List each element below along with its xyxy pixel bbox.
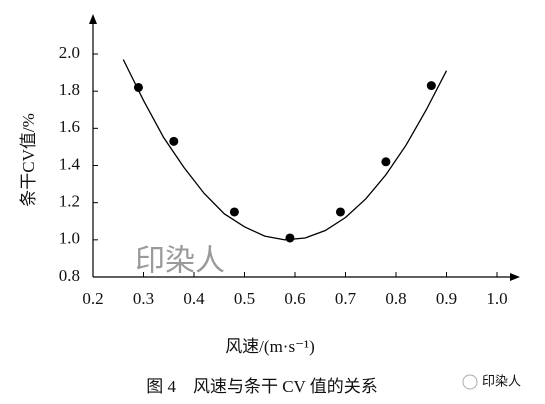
x-tick-label: 0.9: [436, 289, 457, 308]
x-axis-label: 风速/(m·s⁻¹): [225, 337, 315, 356]
x-tick-label: 0.7: [335, 289, 357, 308]
x-tick-label: 0.3: [133, 289, 154, 308]
data-point: [169, 136, 179, 146]
y-tick-label: 2.0: [59, 43, 80, 62]
y-tick-label: 1.4: [59, 154, 81, 173]
caption: 图 4 风速与条干 CV 值的关系: [146, 377, 378, 396]
y-tick-label: 1.2: [59, 192, 80, 211]
y-tick-label: 1.8: [59, 80, 80, 99]
watermark: 印染人: [135, 244, 225, 279]
data-point: [285, 233, 295, 243]
y-axis-label: 条干CV值/%: [19, 113, 38, 207]
x-tick-label: 0.6: [284, 289, 305, 308]
y-arrow: [89, 14, 97, 24]
data-point: [381, 157, 391, 167]
data-point: [229, 207, 239, 217]
logo-icon: [462, 374, 478, 390]
y-tick-label: 1.6: [59, 117, 80, 136]
y-tick-label: 0.8: [59, 266, 80, 285]
y-tick-label: 1.0: [59, 229, 80, 248]
logo-text: 印染人: [482, 375, 521, 390]
fit-curve: [122, 59, 448, 241]
data-point: [426, 81, 436, 91]
x-arrow: [510, 273, 520, 281]
x-tick-label: 1.0: [486, 289, 507, 308]
x-tick-label: 0.4: [183, 289, 205, 308]
x-tick-label: 0.5: [234, 289, 255, 308]
x-tick-label: 0.2: [82, 289, 103, 308]
data-point: [335, 207, 345, 217]
x-tick-label: 0.8: [385, 289, 406, 308]
